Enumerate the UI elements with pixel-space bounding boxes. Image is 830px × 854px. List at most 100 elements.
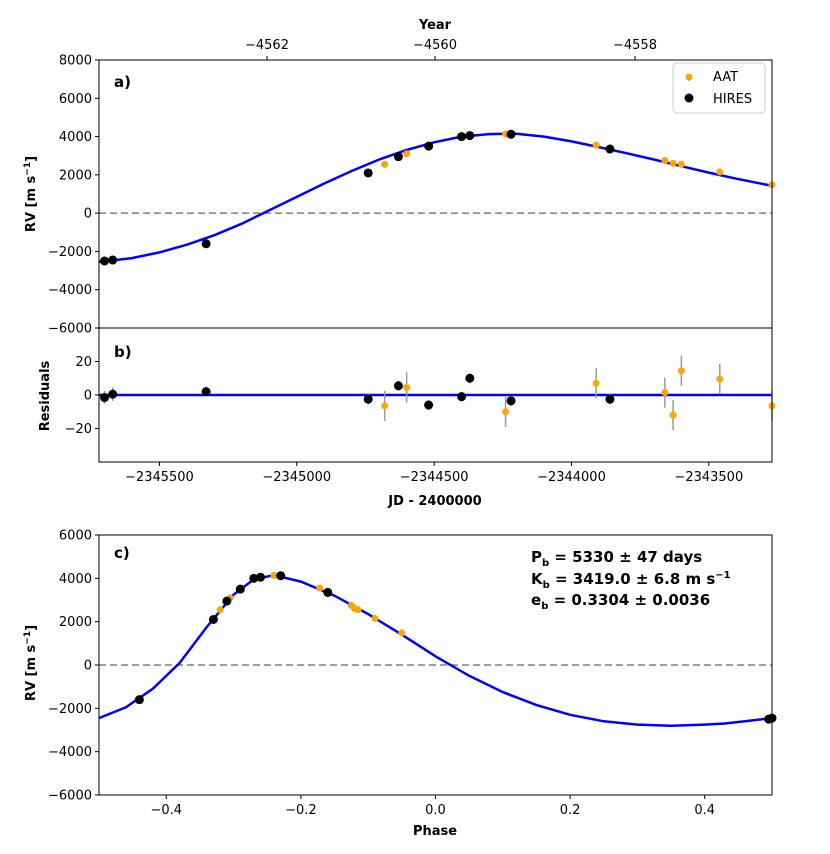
top-axis-label: Year — [418, 18, 452, 33]
aat-point — [592, 141, 600, 149]
x-tick-label: 0.2 — [560, 803, 581, 818]
x-tick-label: 0.4 — [694, 803, 715, 818]
x-tick-label: −0.4 — [151, 803, 183, 818]
panel-c-ylabel: RV [m s−1] — [23, 625, 39, 701]
aat-point — [270, 572, 278, 580]
hires-point — [424, 141, 434, 151]
panel-c-label: c) — [114, 544, 130, 562]
hires-point — [201, 239, 211, 249]
hires-point — [108, 255, 118, 265]
aat-point — [403, 150, 411, 158]
panel-c-model-curve — [98, 573, 773, 727]
y-tick-label: 2000 — [59, 615, 92, 630]
hires-point — [605, 394, 615, 404]
y-tick-label: −4000 — [48, 283, 92, 298]
panel-a-ylabel: RV [m s−1] — [23, 156, 39, 232]
panel-b-ylabel: Residuals — [38, 360, 53, 431]
panel-b-xlabel: JD - 2400000 — [387, 494, 481, 509]
x-tick-label: −2343500 — [674, 470, 743, 485]
param-eccentricity: eb = 0.3304 ± 0.0036 — [531, 591, 710, 612]
hires-point — [457, 132, 467, 142]
hires-point — [393, 152, 403, 162]
aat-point — [669, 159, 677, 167]
x-tick-label: −2345000 — [262, 470, 331, 485]
y-tick-label: −20 — [65, 422, 92, 437]
x-tick-label: 0.0 — [425, 803, 446, 818]
y-tick-label: 0 — [84, 389, 92, 404]
aat-point — [661, 388, 669, 396]
hires-point — [363, 394, 373, 404]
panel-c-phased: −6000 −4000 −2000 0 2000 4000 6000 −0.4 −0.2 0.0… — [23, 529, 777, 839]
y-tick-label: −2000 — [48, 702, 92, 717]
panel-c-x-ticks: −0.4 −0.2 0.0 0.2 0.4 — [151, 795, 715, 818]
hires-point — [323, 587, 333, 597]
panel-a-points — [99, 129, 776, 266]
panel-b-x-ticks: −2345500 −2345000 −2344500 −2344000 −2343500 — [125, 462, 743, 485]
x-tick-label: −2344000 — [537, 470, 606, 485]
hires-point — [99, 256, 109, 266]
legend-aat-label: AAT — [713, 70, 738, 85]
top-tick-label: −4562 — [245, 38, 289, 53]
aat-point — [354, 606, 362, 614]
panel-a-model-curve — [98, 132, 773, 264]
aat-point — [316, 584, 324, 592]
y-tick-label: 6000 — [59, 529, 92, 544]
hires-point — [363, 168, 373, 178]
y-tick-label: 2000 — [59, 168, 92, 183]
panel-a-frame — [98, 59, 773, 329]
hires-point — [424, 400, 434, 410]
top-axis-ticks: −4562 −4560 −4558 — [245, 38, 657, 60]
panel-b-y-ticks: −20 0 20 — [65, 355, 99, 437]
aat-point — [661, 157, 669, 164]
hires-point — [256, 572, 266, 582]
y-tick-label: −2000 — [48, 245, 92, 260]
y-tick-label: 20 — [75, 355, 92, 370]
aat-point — [371, 614, 379, 622]
panel-b-label: b) — [114, 343, 132, 361]
panel-c-y-ticks: −6000 −4000 −2000 0 2000 4000 6000 — [48, 529, 99, 804]
aat-point — [677, 160, 685, 168]
hires-point — [222, 596, 232, 606]
hires-point — [605, 144, 615, 154]
hires-point — [201, 387, 211, 397]
panel-b-frame — [98, 327, 773, 463]
hires-point — [208, 615, 218, 624]
panel-c-frame — [98, 534, 773, 796]
orbital-parameters: Pb = 5330 ± 47 days Kb = 3419.0 ± 6.8 m … — [531, 548, 731, 612]
aat-point — [398, 629, 406, 637]
legend-box — [672, 62, 766, 114]
x-tick-label: −2344500 — [400, 470, 469, 485]
top-tick-label: −4558 — [613, 38, 657, 53]
aat-point — [381, 160, 389, 168]
legend-aat-marker — [685, 73, 693, 81]
aat-point — [502, 408, 510, 416]
aat-point — [716, 168, 724, 176]
hires-point — [99, 393, 109, 403]
legend: AAT HIRES — [672, 62, 766, 114]
x-tick-label: −2345500 — [125, 470, 194, 485]
panel-c-xlabel: Phase — [413, 824, 457, 839]
param-period: Pb = 5330 ± 47 days — [531, 548, 702, 569]
aat-point — [669, 411, 677, 419]
panel-a-rv-time: Year −4562 −4560 −4558 −6000 −4000 −2000 0 200… — [23, 18, 776, 337]
hires-point — [465, 131, 475, 141]
hires-point — [134, 695, 144, 705]
aat-point — [716, 375, 724, 383]
aat-point — [216, 606, 224, 614]
hires-point — [235, 584, 245, 594]
param-semi-amplitude: Kb = 3419.0 ± 6.8 m s−1 — [531, 570, 731, 591]
y-tick-label: −6000 — [48, 789, 92, 804]
hires-point — [249, 573, 259, 583]
hires-point — [506, 129, 516, 139]
aat-point — [592, 379, 600, 387]
panel-a-y-ticks: −6000 −4000 −2000 0 2000 4000 6000 8000 — [48, 54, 99, 337]
y-tick-label: 0 — [84, 659, 92, 674]
y-tick-label: 4000 — [59, 130, 92, 145]
hires-point — [108, 389, 118, 399]
legend-hires-label: HIRES — [713, 92, 752, 107]
panel-c-points — [134, 571, 777, 724]
hires-point — [276, 571, 286, 581]
top-tick-label: −4560 — [413, 38, 457, 53]
y-tick-label: −4000 — [48, 745, 92, 760]
